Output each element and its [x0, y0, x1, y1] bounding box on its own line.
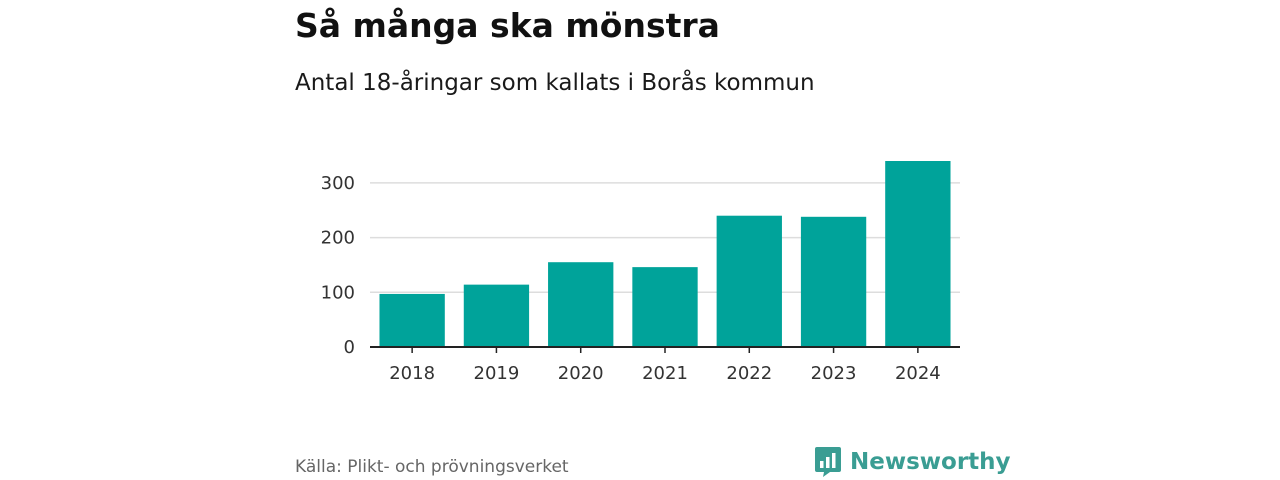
y-tick-label: 200 [321, 228, 355, 249]
x-tick-label: 2021 [642, 363, 688, 384]
bar-2019 [463, 284, 530, 347]
brand: Newsworthy [814, 446, 1011, 478]
bar-2023 [800, 216, 867, 347]
bar-2024 [885, 161, 951, 347]
newsworthy-logo-icon [815, 447, 841, 477]
bar-2022 [716, 215, 782, 347]
source-note: Källa: Plikt- och prövningsverket [295, 457, 569, 477]
x-tick-label: 2020 [558, 363, 604, 384]
bar-2021 [632, 267, 698, 347]
y-tick-label: 300 [321, 173, 355, 194]
y-tick-label: 0 [344, 337, 355, 358]
x-tick-label: 2022 [726, 363, 772, 384]
chart-subtitle: Antal 18-åringar som kallats i Borås kom… [295, 70, 815, 96]
bar-2018 [379, 293, 445, 347]
y-tick-label: 100 [321, 282, 355, 303]
chart-title: Så många ska mönstra [295, 6, 720, 45]
x-tick-label: 2019 [474, 363, 520, 384]
x-tick-label: 2023 [811, 363, 857, 384]
x-tick-label: 2024 [895, 363, 941, 384]
bar-2020 [548, 262, 614, 347]
brand-name: Newsworthy [850, 449, 1011, 475]
x-tick-label: 2018 [389, 363, 435, 384]
